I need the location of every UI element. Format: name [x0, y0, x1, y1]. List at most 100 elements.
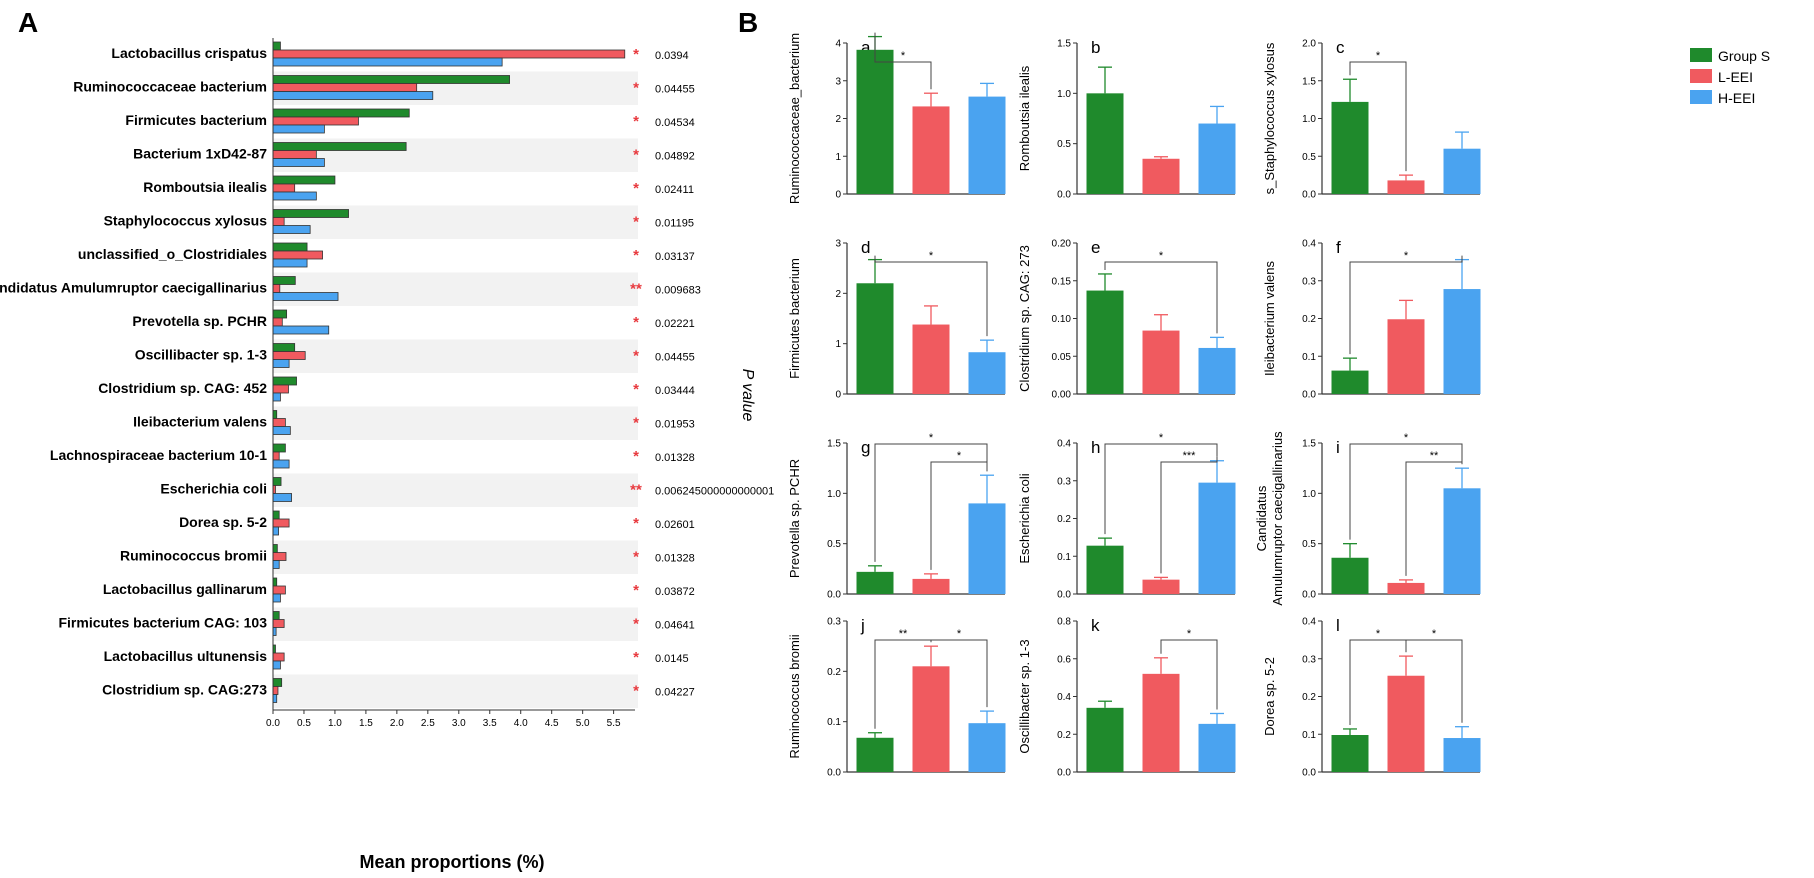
- y-tick-label: 2: [835, 289, 841, 300]
- x-tick-label: 3.5: [483, 718, 497, 729]
- y-axis-label: Ruminococcaceae_bacterium: [787, 33, 802, 204]
- bar-h-eei: [968, 503, 1006, 594]
- bar-h-eei: [272, 459, 290, 469]
- species-label: Bacterium 1xD42-87: [133, 146, 267, 162]
- x-tick-label: 0.0: [266, 718, 280, 729]
- bar-group-s: [272, 376, 297, 386]
- bar-h-eei: [272, 57, 503, 67]
- y-axis-label: Firmicutes bacterium: [787, 258, 802, 379]
- y-tick-label: 0.5: [827, 539, 841, 550]
- y-tick-label: 0.4: [1057, 692, 1071, 703]
- bar-group-s: [1331, 557, 1369, 594]
- bar-l-eei: [272, 585, 286, 595]
- bar-l-eei: [912, 666, 950, 772]
- significance-bracket: [1160, 456, 1218, 574]
- y-tick-label: 1.5: [1057, 39, 1071, 50]
- y-tick-label: 0.0: [1302, 190, 1316, 201]
- bar-group-s: [272, 544, 278, 553]
- y-tick-label: 1.0: [1302, 489, 1316, 500]
- bar-group-s: [1331, 735, 1369, 772]
- y-tick-label: 0.0: [1057, 190, 1071, 201]
- panel-b-charts: 0 1 2 3 4 a Ruminococcaceae_bacterium * 0.0 0.5 1.…: [787, 32, 1481, 779]
- species-label: Staphylococcus xylosus: [104, 213, 268, 229]
- species-label: Dorea sp. 5-2: [179, 514, 267, 530]
- significance-label: *: [957, 628, 962, 640]
- subpanel-letter: a: [861, 38, 871, 57]
- y-tick-label: 1.5: [827, 439, 841, 450]
- bar-l-eei: [272, 83, 418, 92]
- bar-group-s: [856, 571, 894, 594]
- bar-l-eei: [912, 578, 950, 594]
- y-tick-label: 1.0: [1057, 89, 1071, 100]
- bar-h-eei: [1443, 488, 1481, 594]
- y-tick-label: 1: [835, 339, 841, 350]
- subpanel-letter: h: [1091, 438, 1100, 457]
- species-label: Clostridium sp. CAG:273: [102, 682, 267, 698]
- bar-h-eei: [1443, 148, 1481, 194]
- y-tick-label: 2.0: [1302, 39, 1316, 50]
- bar-group-s: [272, 678, 283, 687]
- p-value: 0.01953: [655, 419, 695, 431]
- species-label: Firmicutes bacterium: [125, 112, 267, 128]
- bar-l-eei: [272, 150, 317, 159]
- bar-h-eei: [272, 359, 290, 368]
- subpanel-letter: f: [1336, 238, 1341, 257]
- bar-h-eei: [272, 124, 325, 134]
- p-value: 0.04641: [655, 620, 695, 632]
- y-tick-label: 0.0: [1302, 768, 1316, 779]
- bar-h-eei: [968, 723, 1006, 772]
- bar-group-s: [272, 510, 280, 520]
- significance-bracket: [1405, 639, 1463, 723]
- y-tick-label: 0.1: [1302, 730, 1316, 741]
- p-value: 0.02221: [655, 318, 695, 330]
- bar-group-s: [272, 443, 286, 453]
- bar-h-eei: [272, 426, 291, 435]
- significance-label: **: [1430, 450, 1439, 462]
- bar-l-eei: [1142, 158, 1180, 194]
- subchart-g: 0.0 0.5 1.0 1.5 g Prevotella sp. PCHR * *: [787, 432, 1006, 601]
- y-tick-label: 0.5: [1302, 539, 1316, 550]
- y-tick-label: 0.4: [1302, 239, 1316, 250]
- bar-group-s: [272, 477, 282, 486]
- significance-bracket: [1349, 443, 1463, 540]
- y-tick-label: 0: [835, 190, 841, 201]
- y-tick-label: 3: [835, 239, 841, 250]
- significance-marker: *: [633, 649, 639, 666]
- p-value: 0.0145: [655, 653, 689, 665]
- significance-marker: *: [633, 381, 639, 398]
- bar-h-eei: [1443, 289, 1481, 394]
- bar-l-eei: [272, 217, 285, 226]
- y-tick-label: 0.5: [1302, 152, 1316, 163]
- bar-h-eei: [272, 225, 311, 234]
- significance-bracket: [874, 32, 932, 90]
- y-tick-label: 2: [835, 114, 841, 125]
- bar-group-s: [1086, 290, 1124, 394]
- bar-l-eei: [1387, 180, 1425, 194]
- subpanel-letter: g: [861, 438, 870, 457]
- p-value: 0.04892: [655, 151, 695, 163]
- x-tick-label: 1.0: [328, 718, 342, 729]
- significance-bracket: [1349, 61, 1407, 172]
- x-tick-label: 0.5: [297, 718, 311, 729]
- subchart-i: 0.0 0.5 1.0 1.5 i CandidatusAmulumruptor caec…: [1254, 431, 1481, 606]
- bar-group-s: [272, 75, 510, 84]
- p-value: 0.04455: [655, 84, 695, 96]
- y-tick-label: 0: [835, 390, 841, 401]
- bar-l-eei: [272, 183, 296, 193]
- y-tick-label: 3: [835, 76, 841, 87]
- significance-label: *: [1376, 628, 1381, 640]
- significance-marker: *: [633, 46, 639, 63]
- bar-h-eei: [272, 325, 330, 335]
- significance-marker: *: [633, 683, 639, 700]
- subpanel-letter: d: [861, 238, 870, 257]
- subchart-a: 0 1 2 3 4 a Ruminococcaceae_bacterium *: [787, 32, 1006, 204]
- bar-group-s: [272, 577, 278, 587]
- bar-group-s: [272, 41, 281, 51]
- bar-l-eei: [272, 652, 285, 662]
- significance-marker: *: [633, 448, 639, 465]
- species-label: Ruminococcus bromii: [120, 548, 267, 564]
- significance-bracket: [1160, 639, 1218, 710]
- significance-label: *: [1404, 250, 1409, 262]
